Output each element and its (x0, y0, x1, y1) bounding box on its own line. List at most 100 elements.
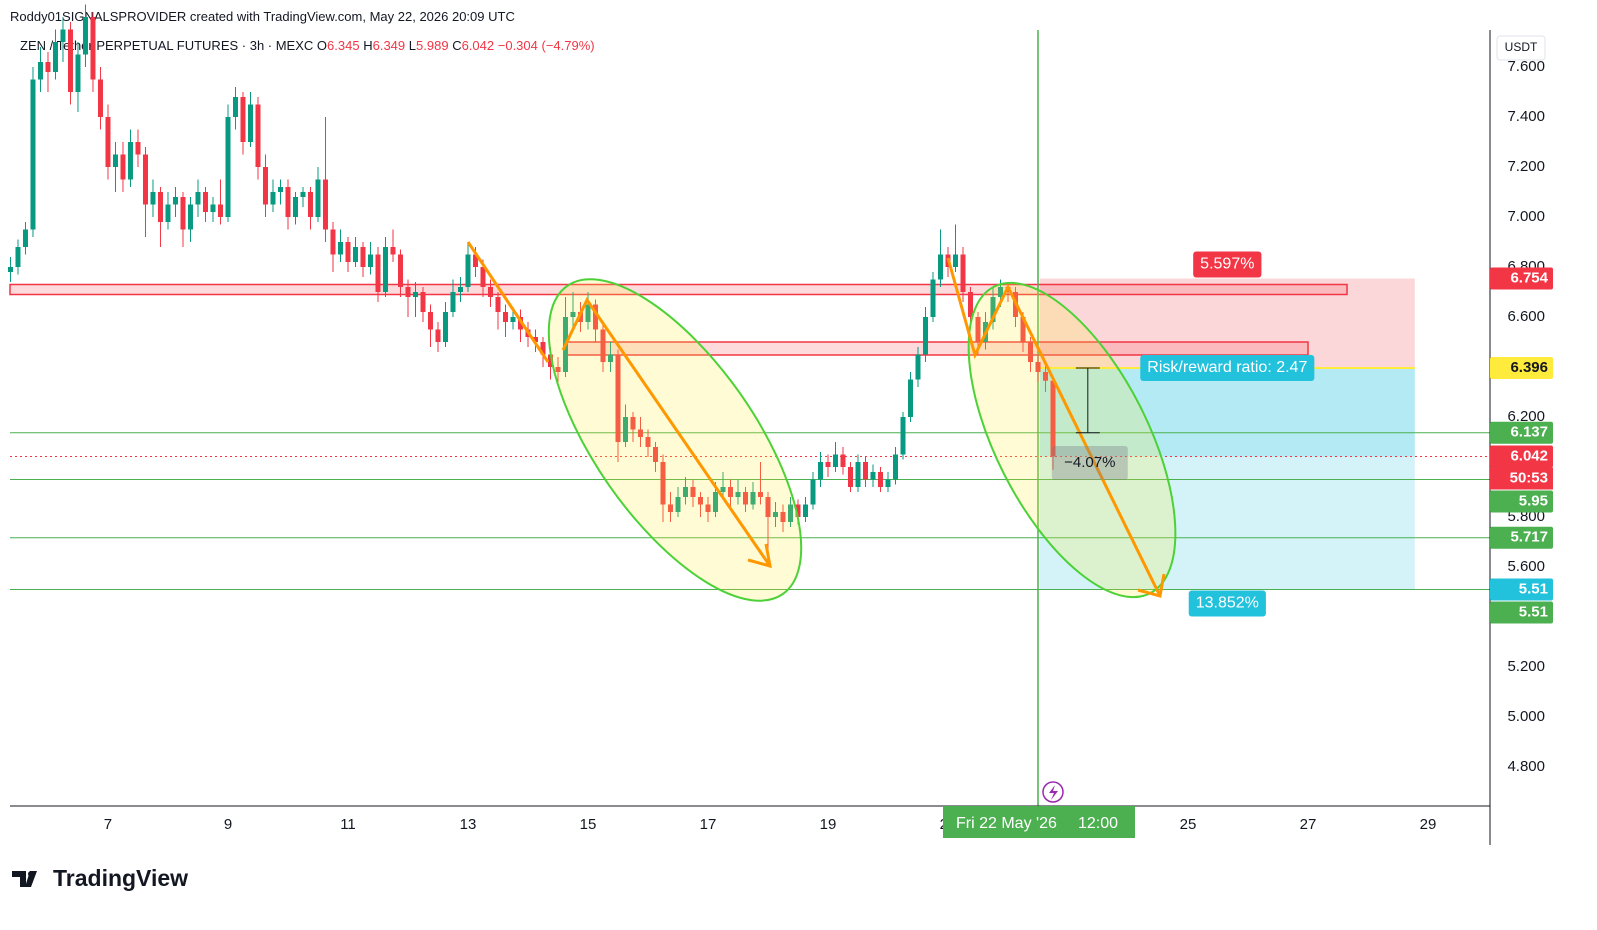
candle-body (893, 454, 899, 480)
candle-body (247, 104, 253, 142)
candle-body (450, 292, 456, 312)
candle-body (112, 154, 118, 167)
currency-box[interactable] (1496, 35, 1546, 61)
x-tick-label: 27 (1300, 816, 1317, 833)
candle-body (420, 292, 426, 312)
position-label-box (1188, 590, 1266, 617)
candle-body (878, 472, 884, 487)
candle-body (412, 292, 418, 297)
price-label: 6.137 (1510, 424, 1548, 441)
countdown-box (1490, 467, 1553, 490)
candle-body (157, 192, 163, 222)
candle-body (555, 367, 561, 372)
position-label-box (1140, 355, 1315, 381)
candle-body (30, 79, 36, 230)
x-tick-label: 29 (1420, 816, 1437, 833)
candle-body (172, 197, 178, 205)
ohlc-value: 5.989 (416, 38, 449, 53)
candle-body (262, 167, 268, 205)
y-tick-label: 7.600 (1507, 58, 1545, 75)
candle-body (60, 29, 66, 42)
candle-body (773, 512, 779, 517)
ohlc-letter: C (452, 38, 462, 53)
y-tick-label: 6.600 (1507, 308, 1545, 325)
candle-body (622, 417, 628, 442)
cursor-date: Fri 22 May '26 (956, 815, 1057, 832)
candle-body (300, 192, 306, 197)
candle-body (637, 429, 643, 437)
price-label: 6.754 (1510, 269, 1548, 286)
candle-body (360, 247, 366, 267)
candle-body (322, 179, 328, 230)
price-label-box (1490, 578, 1553, 601)
candle-body (90, 17, 96, 80)
candle-body (7, 267, 13, 272)
candle-body (142, 154, 148, 205)
price-label: 5.51 (1519, 580, 1548, 597)
candle-body (810, 479, 816, 505)
candle-body (682, 487, 688, 497)
candle-body (382, 247, 388, 292)
x-tick-label: 13 (460, 816, 477, 833)
zone (9, 283, 1348, 296)
countdown: 50:53 (1510, 469, 1548, 486)
candle-body (690, 487, 696, 497)
candle-body (765, 497, 771, 517)
candle-body (225, 117, 231, 217)
brand: TradingView (12, 865, 188, 891)
candle-body (848, 467, 854, 487)
brand-logo-dot (28, 871, 34, 877)
candle-body (712, 492, 718, 512)
open-profit-area (1039, 368, 1415, 457)
candle-body (240, 97, 246, 142)
candle-body (127, 142, 133, 180)
annotations (9, 30, 1490, 806)
candle-body (795, 504, 801, 517)
price-label-box (1490, 267, 1553, 290)
stop-area (1039, 278, 1415, 368)
candle-body (915, 354, 921, 380)
candle-body (1050, 380, 1056, 457)
candle-body (270, 192, 276, 205)
measure-label-box (1051, 446, 1128, 480)
candle-body (165, 204, 171, 222)
candle-body (277, 187, 283, 192)
x-tick-label: 15 (580, 816, 597, 833)
x-tick-label: 9 (224, 816, 232, 833)
y-tick-label: 7.400 (1507, 108, 1545, 125)
position-label-box (1193, 251, 1262, 278)
price-label-box (1490, 526, 1553, 549)
candle-body (195, 192, 201, 205)
y-tick-label: 5.600 (1507, 558, 1545, 575)
ellipse (547, 278, 803, 602)
candle-body (818, 462, 824, 480)
trend-arrow (561, 297, 772, 567)
candle-body (870, 472, 876, 480)
ohlc-value: 6.345 (327, 38, 360, 53)
measure-label: −4.07% (1064, 454, 1115, 471)
candle-body (442, 312, 448, 342)
candle-body (292, 197, 298, 217)
candle-body (735, 492, 741, 497)
candle-body (397, 254, 403, 287)
candle-body (532, 337, 538, 342)
price-label: 5.95 (1519, 492, 1548, 509)
candle-body (375, 254, 381, 292)
candle-body (495, 297, 501, 312)
x-tick-label: 11 (340, 816, 356, 833)
candle-body (825, 462, 831, 467)
price-label-box (1490, 445, 1553, 468)
candle-body (217, 204, 223, 217)
candle-body (720, 487, 726, 492)
y-tick-label: 7.000 (1507, 208, 1545, 225)
ohlc-value: 6.042 (461, 38, 495, 53)
candle-body (600, 329, 606, 362)
candle-body (630, 417, 636, 430)
overlays: −4.07% 5.597% Risk/reward ratio: 2.47 13.85… (943, 251, 1553, 838)
candle-body (457, 287, 463, 292)
candle-body (255, 104, 261, 167)
candle-body (405, 287, 411, 297)
candle-body (652, 447, 658, 462)
candle-body (960, 254, 966, 292)
